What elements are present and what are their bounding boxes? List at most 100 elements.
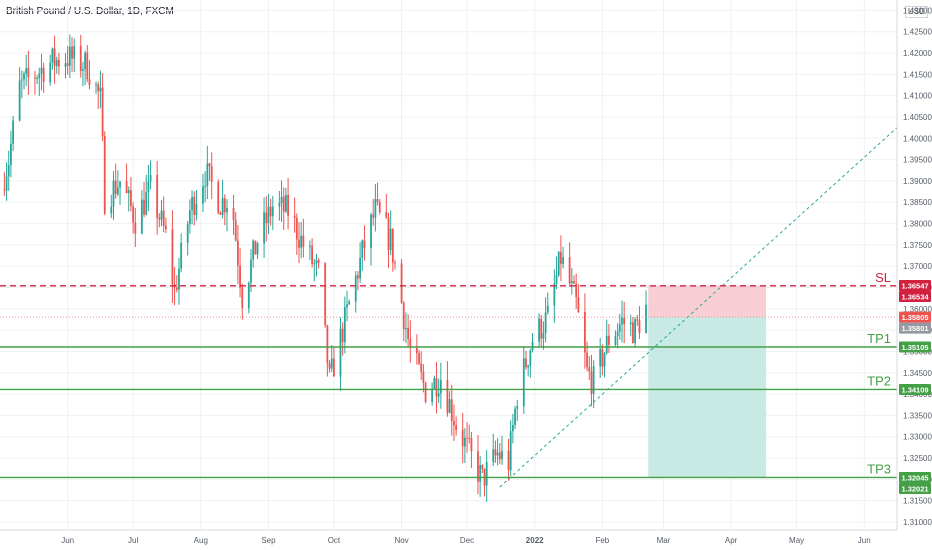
candle-up [374, 199, 377, 218]
time-tick-label: Apr [725, 536, 738, 545]
candle-up [529, 350, 532, 366]
candle-down [287, 194, 289, 216]
candle-down [466, 437, 468, 439]
candle-up [23, 73, 25, 80]
candle-up [221, 198, 224, 215]
candle-down [400, 263, 403, 303]
price-axis-label: 1.32045 [901, 473, 928, 482]
candle-down [623, 317, 626, 325]
time-tick-label: Jul [128, 536, 138, 545]
candle-down [302, 235, 305, 247]
price-axis-label-box [899, 291, 931, 303]
candle-up [226, 207, 228, 213]
price-axis-label: 1.35105 [901, 343, 928, 352]
candle-up [509, 431, 512, 471]
candle-up [263, 212, 265, 244]
candle-up [49, 62, 52, 83]
candle-up [5, 176, 8, 191]
price-tick-label: 1.39500 [903, 156, 932, 165]
candle-up [180, 242, 183, 269]
candle-down [3, 189, 6, 191]
candle-up [178, 268, 180, 290]
candle-down [453, 421, 455, 426]
candle-up [315, 260, 318, 264]
candle-down [239, 265, 241, 288]
candle-down [158, 217, 161, 220]
candle-up [195, 203, 198, 215]
candle-up [496, 452, 499, 456]
candle-up [514, 408, 516, 425]
candle-up [621, 317, 623, 325]
candle-up [271, 206, 274, 217]
candle-down [326, 325, 329, 364]
overlay: SL TP1 TP2 TP3 [0, 127, 898, 488]
price-tick-label: 1.40000 [903, 134, 932, 143]
price-axis-labels: 1.36547 1.36534 1.35805 1.35801 1.35105 1.341… [899, 280, 931, 494]
candle-up [10, 143, 12, 166]
price-axis-label: 1.36534 [901, 293, 929, 302]
candle-down [632, 322, 634, 344]
candle-up [278, 203, 281, 207]
candle-down [357, 275, 359, 279]
candle-down [420, 363, 423, 372]
time-tick-label: May [789, 536, 804, 545]
price-axis[interactable]: 1.310001.315001.320001.325001.330001.335… [903, 6, 932, 527]
candle-down [481, 464, 484, 469]
candle-up [25, 68, 28, 74]
level-label-tp3: TP3 [867, 461, 891, 476]
candle-up [256, 243, 259, 255]
candle-up [110, 206, 113, 214]
candle-up [531, 341, 534, 351]
candle-down [295, 217, 298, 240]
candle-up [99, 87, 102, 92]
candle-up [313, 263, 316, 265]
price-tick-label: 1.41500 [903, 70, 932, 79]
price-axis-label: 1.32021 [901, 484, 928, 493]
candle-up [501, 450, 503, 460]
candle-down [328, 363, 331, 369]
candle-up [188, 210, 191, 225]
candle-down [97, 84, 100, 92]
candle-down [171, 229, 174, 284]
candle-up [191, 197, 193, 211]
candle-up [614, 335, 617, 345]
candle-down [586, 352, 588, 368]
level-label-tp2: TP2 [867, 373, 891, 388]
candle-up [147, 181, 150, 192]
candle-down [394, 262, 396, 264]
candle-down [132, 206, 135, 223]
candle-up [250, 259, 252, 283]
candle-down [324, 262, 327, 326]
candle-up [359, 257, 362, 279]
candle-up [267, 206, 270, 224]
candle-down [34, 77, 36, 79]
level-label-sl: SL [875, 270, 891, 285]
candle-down [175, 287, 178, 290]
candle-down [424, 382, 427, 402]
candle-down [391, 228, 394, 263]
candle-down [402, 302, 405, 330]
candle-up [247, 282, 250, 309]
candle-up [95, 84, 97, 86]
time-tick-label: Sep [261, 536, 276, 545]
candle-down [232, 207, 235, 221]
price-tick-label: 1.31000 [903, 518, 932, 527]
candle-down [210, 166, 213, 182]
candle-up [330, 358, 333, 369]
candle-up [348, 301, 351, 305]
candle-down [88, 79, 91, 86]
candle-up [119, 181, 121, 188]
candle-down [470, 438, 473, 452]
candle-down [164, 225, 167, 230]
candle-down [27, 68, 30, 78]
candle-up [12, 120, 14, 144]
time-axis[interactable]: Jun Jul Aug Sep Oct Nov Dec 2022 Feb Mar Apr May Jun [61, 536, 871, 545]
candle-up [463, 437, 466, 447]
candle-up [542, 333, 545, 339]
candle-up [433, 378, 436, 390]
candle-down [86, 52, 89, 80]
price-tick-label: 1.36000 [903, 305, 932, 314]
candle-down [407, 327, 410, 339]
candle-down [53, 48, 56, 66]
